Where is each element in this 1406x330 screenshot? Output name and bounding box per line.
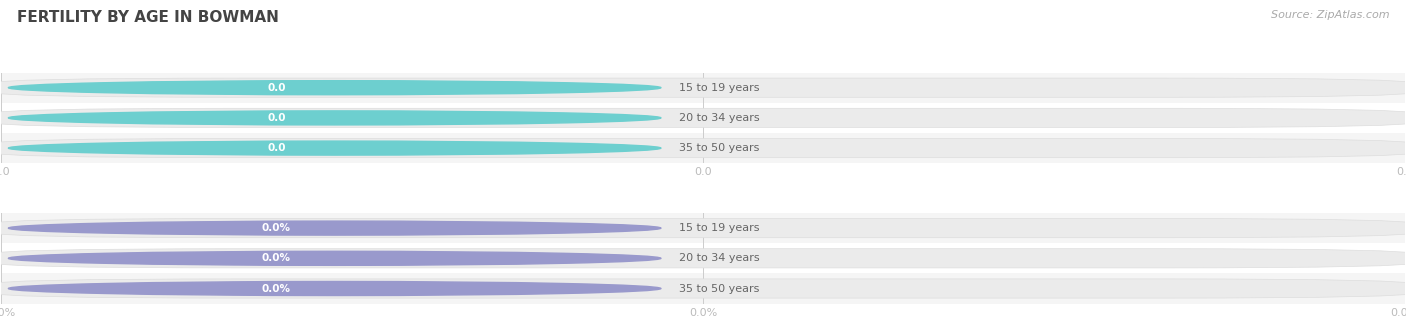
FancyBboxPatch shape — [177, 81, 375, 95]
FancyBboxPatch shape — [0, 218, 1406, 238]
Bar — [1, 73, 1405, 103]
FancyBboxPatch shape — [177, 221, 375, 235]
Circle shape — [8, 111, 661, 125]
Text: 20 to 34 years: 20 to 34 years — [679, 113, 759, 123]
Bar — [1, 213, 1405, 243]
Text: 15 to 19 years: 15 to 19 years — [679, 223, 759, 233]
FancyBboxPatch shape — [0, 249, 1406, 268]
FancyBboxPatch shape — [0, 108, 1406, 127]
FancyBboxPatch shape — [0, 139, 1406, 158]
Bar — [1, 133, 1405, 163]
FancyBboxPatch shape — [177, 141, 375, 155]
Text: 0.0: 0.0 — [267, 143, 285, 153]
Bar — [1, 273, 1405, 304]
Bar — [1, 243, 1405, 273]
Text: 15 to 19 years: 15 to 19 years — [679, 83, 759, 93]
FancyBboxPatch shape — [177, 111, 375, 125]
Circle shape — [8, 221, 661, 235]
Text: 0.0: 0.0 — [267, 113, 285, 123]
Text: 20 to 34 years: 20 to 34 years — [679, 253, 759, 263]
Circle shape — [8, 141, 661, 155]
Text: 35 to 50 years: 35 to 50 years — [679, 143, 759, 153]
Circle shape — [8, 281, 661, 296]
FancyBboxPatch shape — [177, 281, 375, 295]
Text: 0.0%: 0.0% — [262, 223, 291, 233]
Circle shape — [8, 81, 661, 95]
Bar — [1, 103, 1405, 133]
FancyBboxPatch shape — [177, 251, 375, 265]
Text: 0.0%: 0.0% — [262, 253, 291, 263]
Text: 0.0: 0.0 — [267, 83, 285, 93]
Text: 35 to 50 years: 35 to 50 years — [679, 283, 759, 293]
Circle shape — [8, 251, 661, 265]
Text: 0.0%: 0.0% — [262, 283, 291, 293]
FancyBboxPatch shape — [0, 78, 1406, 97]
Text: Source: ZipAtlas.com: Source: ZipAtlas.com — [1271, 10, 1389, 20]
FancyBboxPatch shape — [0, 279, 1406, 298]
Text: FERTILITY BY AGE IN BOWMAN: FERTILITY BY AGE IN BOWMAN — [17, 10, 278, 25]
